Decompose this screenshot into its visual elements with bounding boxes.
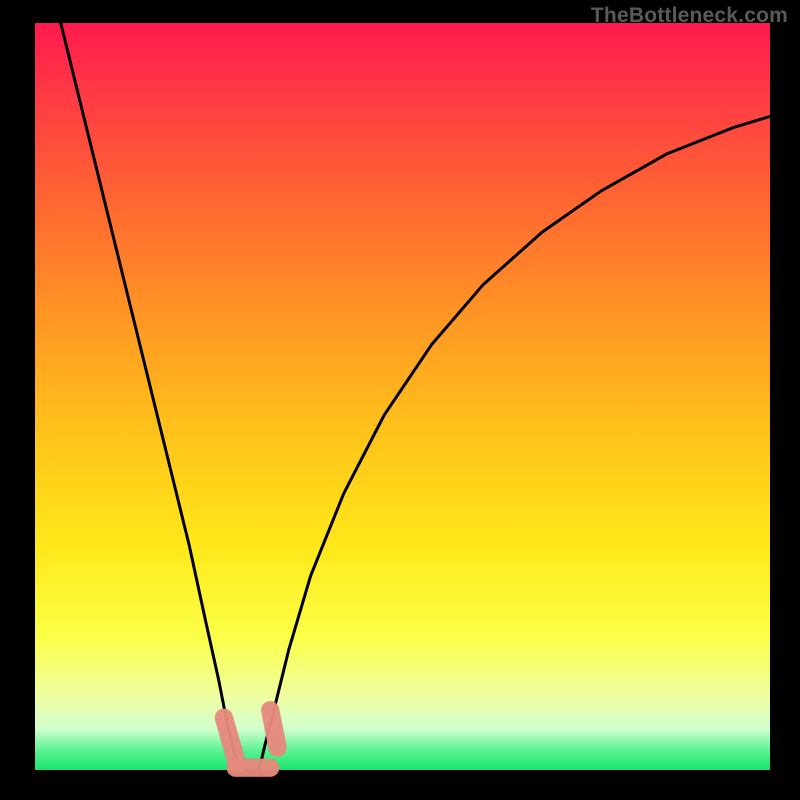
bottleneck-chart	[0, 0, 800, 800]
marker-capsule-1	[270, 710, 277, 747]
chart-stage: TheBottleneck.com	[0, 0, 800, 800]
watermark-text: TheBottleneck.com	[591, 4, 788, 28]
plot-area	[35, 23, 770, 770]
marker-capsule-0	[224, 718, 237, 764]
